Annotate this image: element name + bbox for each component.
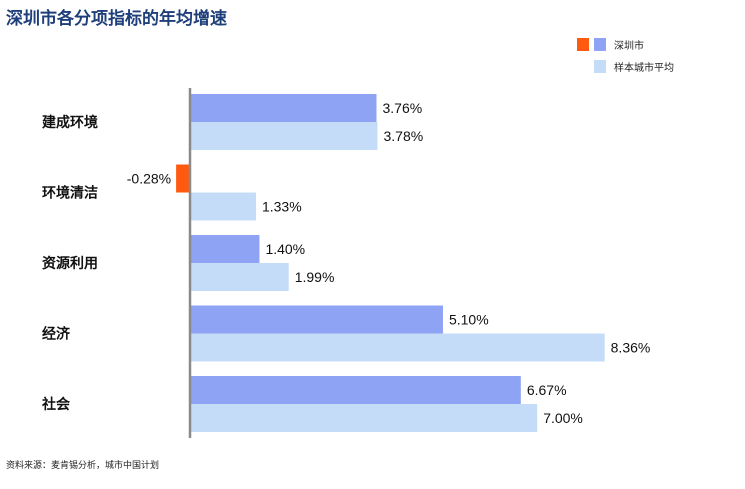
bar-经济-样本城市平均	[190, 333, 605, 362]
value-label: 7.00%	[543, 410, 583, 426]
bar-环境清洁-深圳市	[176, 164, 190, 193]
bar-经济-深圳市	[190, 305, 443, 334]
value-label: 8.36%	[611, 340, 651, 356]
chart-title: 深圳市各分项指标的年均增速	[6, 9, 227, 29]
value-label: 1.99%	[295, 269, 335, 285]
value-label: -0.28%	[127, 171, 171, 187]
legend-swatch-negative	[577, 38, 589, 51]
bar-建成环境-样本城市平均	[190, 122, 378, 150]
bar-资源利用-样本城市平均	[190, 263, 289, 291]
legend-swatch-shenzhen	[594, 38, 606, 51]
bar-环境清洁-样本城市平均	[190, 192, 256, 221]
source-note: 资料来源：麦肯锡分析，城市中国计划	[6, 461, 160, 471]
bar-建成环境-深圳市	[190, 94, 377, 122]
value-label: 1.40%	[265, 241, 305, 257]
bar-资源利用-深圳市	[190, 235, 260, 263]
category-label: 资源利用	[42, 255, 98, 272]
value-label: 3.78%	[383, 128, 423, 144]
bar-社会-深圳市	[190, 376, 521, 404]
category-label: 经济	[42, 326, 71, 343]
legend-label-shenzhen: 深圳市	[614, 39, 644, 52]
legend-label-sample-average: 样本城市平均	[614, 61, 674, 74]
category-label: 建成环境	[42, 114, 98, 131]
value-label: 5.10%	[449, 312, 489, 328]
value-label: 1.33%	[262, 199, 302, 215]
bar-社会-样本城市平均	[190, 404, 538, 432]
legend-swatch-sample-average	[594, 60, 606, 73]
value-label: 3.76%	[382, 100, 422, 116]
category-label: 社会	[41, 396, 71, 413]
value-label: 6.67%	[527, 382, 567, 398]
category-label: 环境清洁	[42, 185, 98, 202]
